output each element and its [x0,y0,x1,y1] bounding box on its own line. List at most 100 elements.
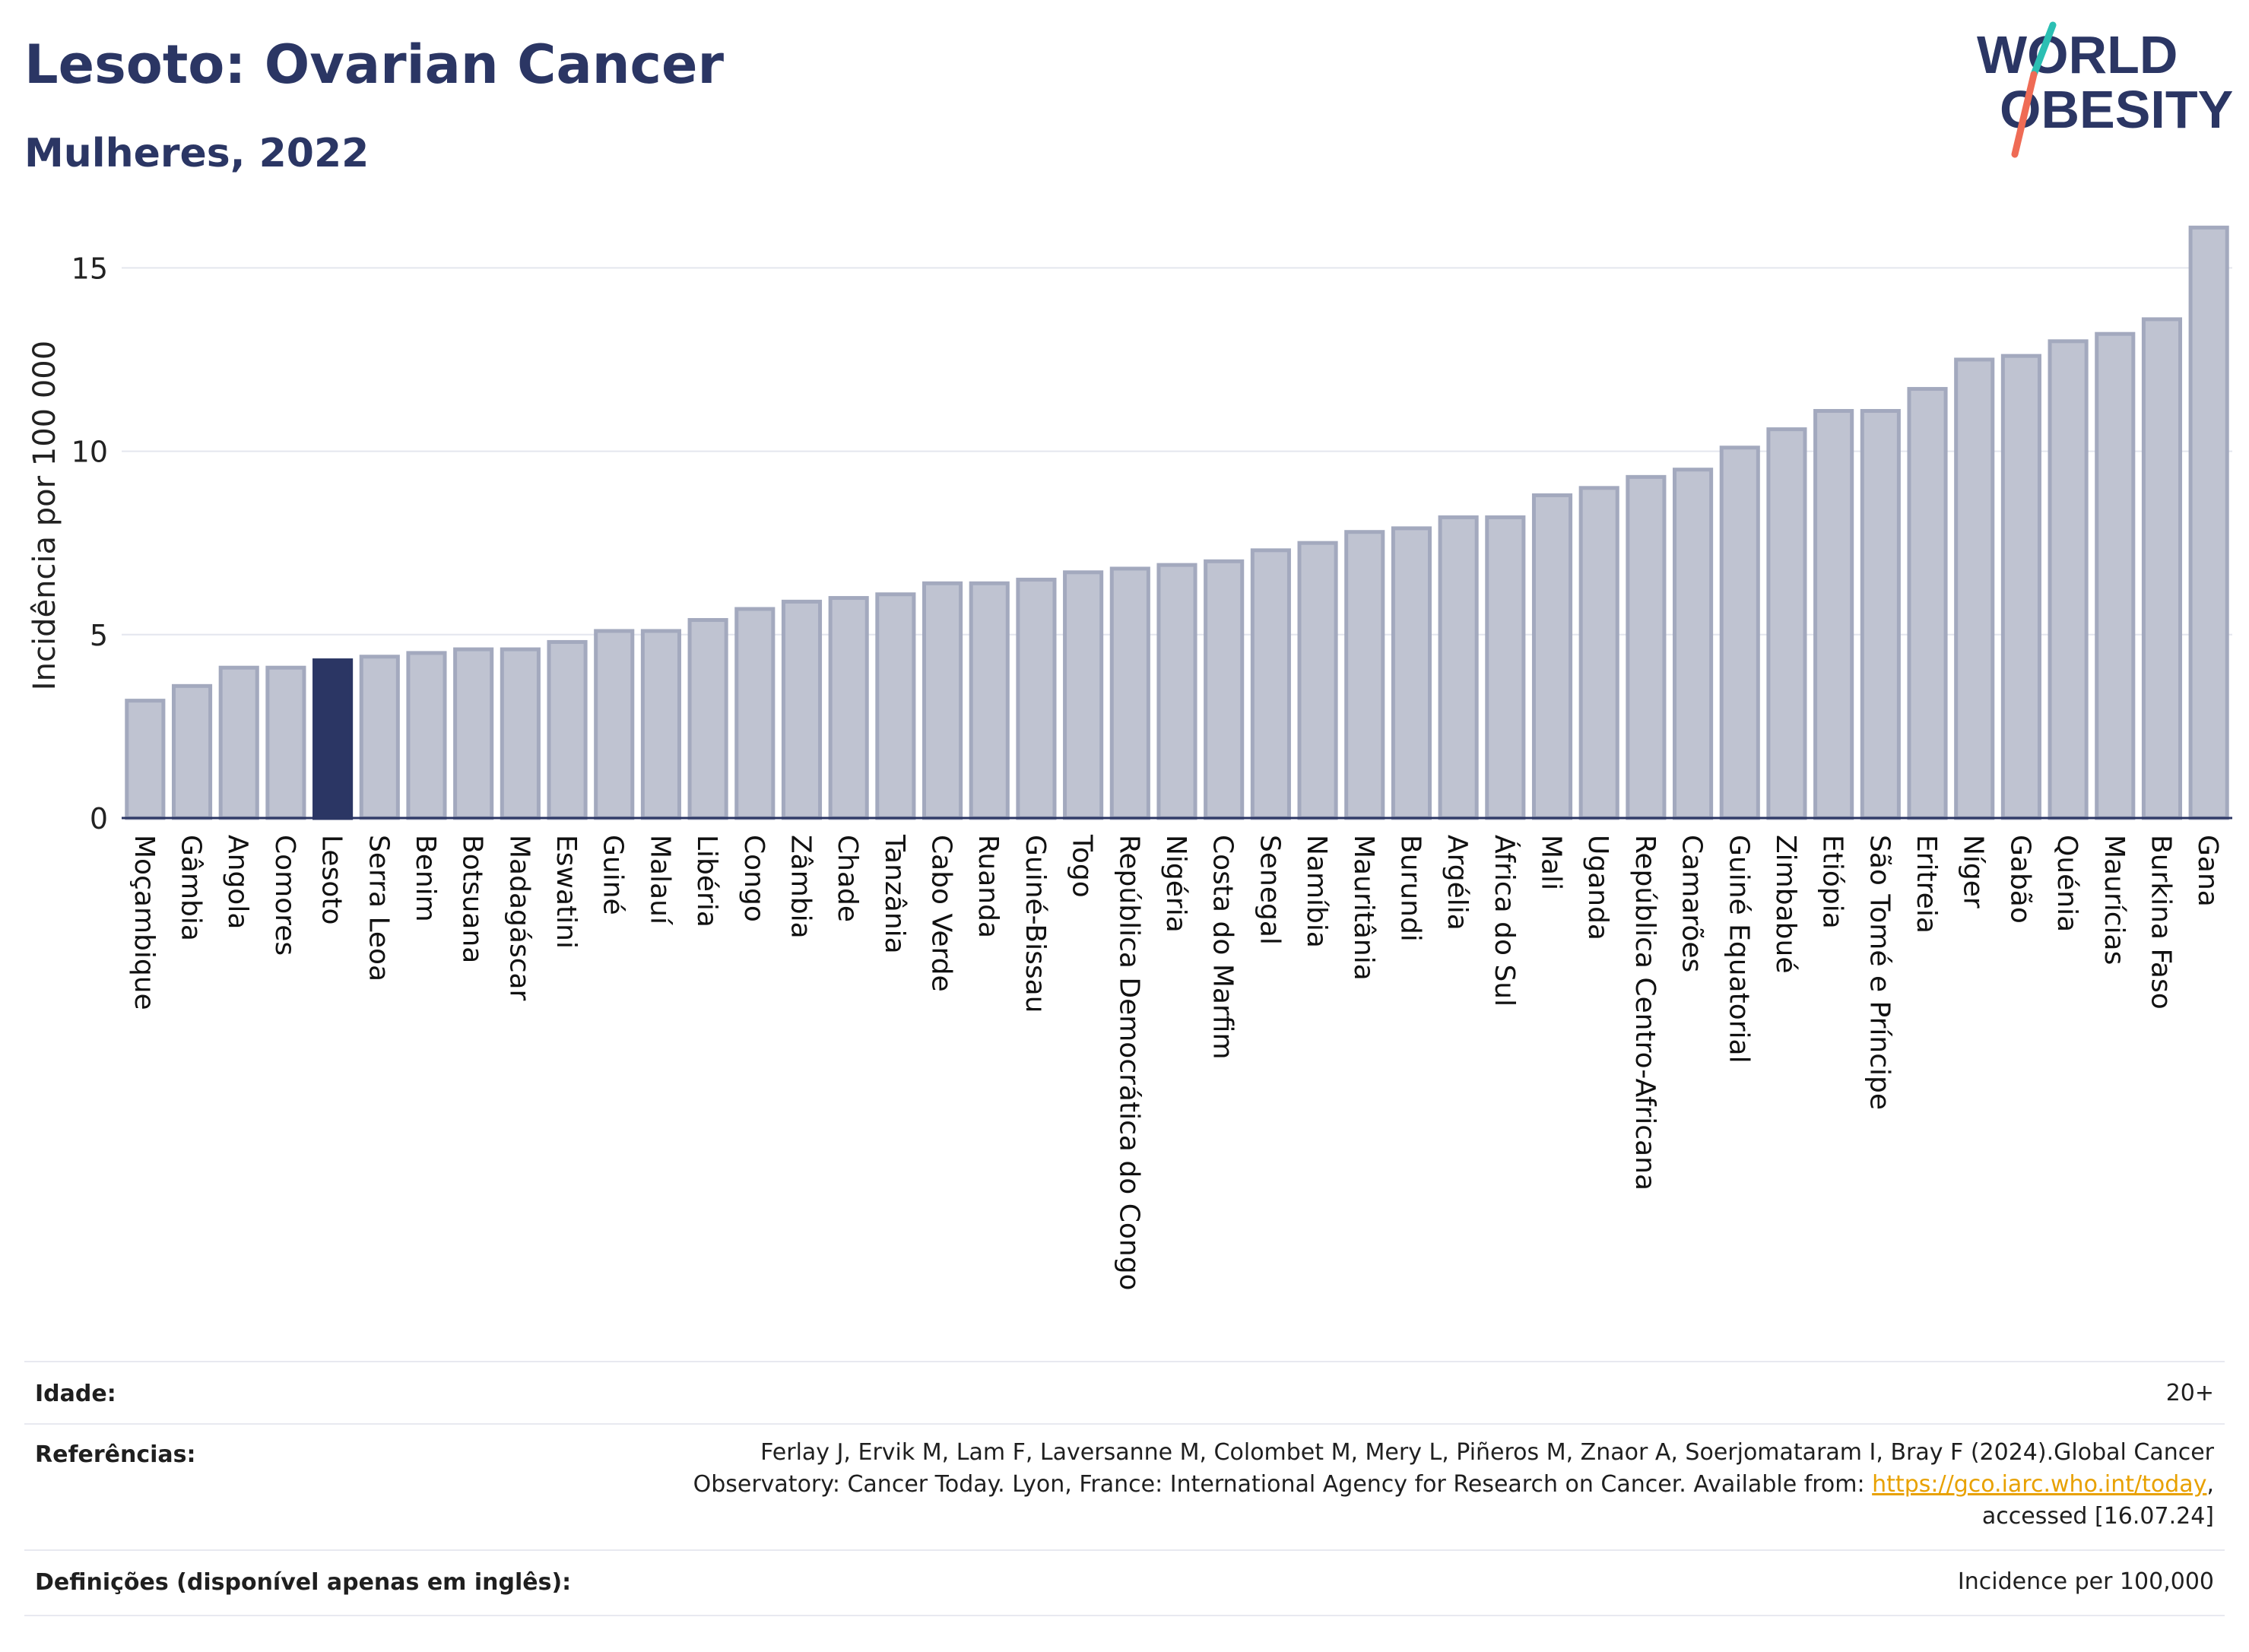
definitions-value: Incidence per 100,000 [1957,1568,2214,1595]
x-tick-label: Senegal [1254,835,1285,945]
x-tick-label: Zâmbia [785,835,816,939]
bar-34 [1719,446,1760,820]
bar-21 [1109,566,1150,820]
references-text: Ferlay J, Ervik M, Lam F, Laversanne M, … [693,1437,2214,1533]
references-line-2-suffix: , [2206,1471,2214,1498]
bars [125,225,2229,820]
bar-20 [1063,570,1104,820]
meta-row-age: Idade: 20+ [24,1361,2225,1425]
bar-43 [2141,317,2183,820]
bar-27 [1391,526,1432,820]
x-tick-label: Madagáscar [503,835,534,1001]
age-label: Idade: [35,1381,116,1407]
bar-6 [406,651,447,820]
x-tick-label: Tanzânia [879,834,910,954]
bar-41 [2048,339,2089,820]
references-line-3: accessed [16.07.24] [1981,1503,2214,1530]
references-line-2-text: Observatory: Cancer Today. Lyon, France:… [693,1471,1873,1498]
x-tick-label: Ruanda [972,835,1004,938]
x-tick-label: Comores [269,835,300,956]
x-tick-label: Congo [738,835,769,922]
bar-16 [875,592,916,820]
x-tick-label: Argélia [1442,835,1473,931]
bar-9 [547,639,588,820]
x-tick-label: Burundi [1394,835,1426,942]
x-tick-label: São Tomé e Príncipe [1864,835,1895,1110]
axes: 0 5 10 15 Incidência por 100 000 [27,252,2232,836]
x-tick-label: Etiópia [1817,835,1848,929]
references-line-1: Ferlay J, Ervik M, Lam F, Laversanne M, … [760,1439,2214,1466]
logo-slash-teal [2030,21,2057,78]
x-tick-label: Cabo Verde [926,835,957,992]
bar-23 [1204,559,1245,820]
x-tick-label: Gabão [2004,835,2035,924]
chart-subtitle: Mulheres, 2022 [24,131,370,176]
bar-29 [1485,515,1526,820]
bar-12 [687,617,728,820]
bar-18 [969,581,1010,820]
x-tick-label: Uganda [1582,835,1613,940]
bar-22 [1156,563,1197,820]
x-tick-label: Gana [2192,835,2223,907]
bar-4 [312,658,354,820]
x-tick-label: Níger [1958,835,1989,908]
x-tick-label: Quénia [2051,835,2082,932]
bar-2 [218,665,259,820]
logo-line-2: OBESITY [2000,80,2233,139]
x-tick-label: Serra Leoa [363,835,394,981]
x-tick-label: Malauí [644,835,675,925]
x-tick-label: Nigéria [1160,835,1191,933]
logo-line-1: WORLD [1977,25,2178,84]
y-axis-label: Incidência por 100 000 [27,341,62,690]
references-label: Referências: [35,1441,196,1468]
y-tick-label: 0 [90,802,108,836]
bar-13 [734,607,776,820]
category-labels: Moçambique Gâmbia Angola Comores Lesoto Serra… [128,834,2223,1291]
x-tick-label: Maurícias [2098,835,2130,965]
x-tick-label: Gâmbia [176,835,207,941]
meta-row-references: Referências: Ferlay J, Ervik M, Lam F, L… [24,1423,2225,1551]
x-tick-label: Eswatini [550,835,582,949]
bar-15 [828,596,869,820]
x-tick-label: Moçambique [128,835,160,1010]
bar-44 [2188,225,2229,820]
bar-0 [125,699,166,820]
bar-5 [359,655,400,820]
x-tick-label: Libéria [691,835,722,927]
bar-19 [1016,577,1057,820]
x-tick-label: Angola [222,835,253,929]
age-value: 20+ [2165,1380,2214,1406]
references-link[interactable]: https://gco.iarc.who.int/today [1872,1471,2207,1498]
x-tick-label: Camarões [1676,835,1708,972]
bar-33 [1673,468,1714,820]
bar-31 [1578,486,1619,820]
y-tick-label: 15 [71,252,108,285]
x-tick-label: Guiné Equatorial [1723,835,1754,1064]
x-tick-label: Lesoto [316,835,347,925]
bar-17 [921,581,963,820]
bar-8 [500,647,541,820]
x-tick-label: Zimbabué [1770,835,1801,973]
x-tick-label: República Centro-Africana [1629,835,1661,1191]
bar-25 [1297,541,1338,820]
x-tick-label: Namíbia [1301,835,1332,948]
chart-title: Lesoto: Ovarian Cancer [24,33,725,96]
logo-slash-red [2011,71,2038,158]
x-tick-label: Costa do Marfim [1207,835,1239,1060]
y-tick-label: 10 [71,436,108,469]
bar-42 [2095,331,2136,820]
bar-26 [1344,530,1385,820]
bar-10 [594,629,635,820]
bar-30 [1531,493,1573,820]
x-tick-label: Mauritânia [1348,835,1379,981]
bar-14 [781,599,823,820]
y-tick-label: 5 [90,619,108,652]
references-line-2: Observatory: Cancer Today. Lyon, France:… [693,1469,2214,1501]
x-tick-label: Eritreia [1911,835,1942,934]
x-tick-label: África do Sul [1489,835,1521,1007]
bar-7 [453,647,494,820]
x-tick-label: Burkina Faso [2145,835,2176,1010]
chart-metadata: Idade: 20+ Referências: Ferlay J, Ervik … [24,1361,2225,1619]
world-obesity-logo: WORLD OBESITY [1977,21,2233,158]
bar-11 [640,629,681,820]
